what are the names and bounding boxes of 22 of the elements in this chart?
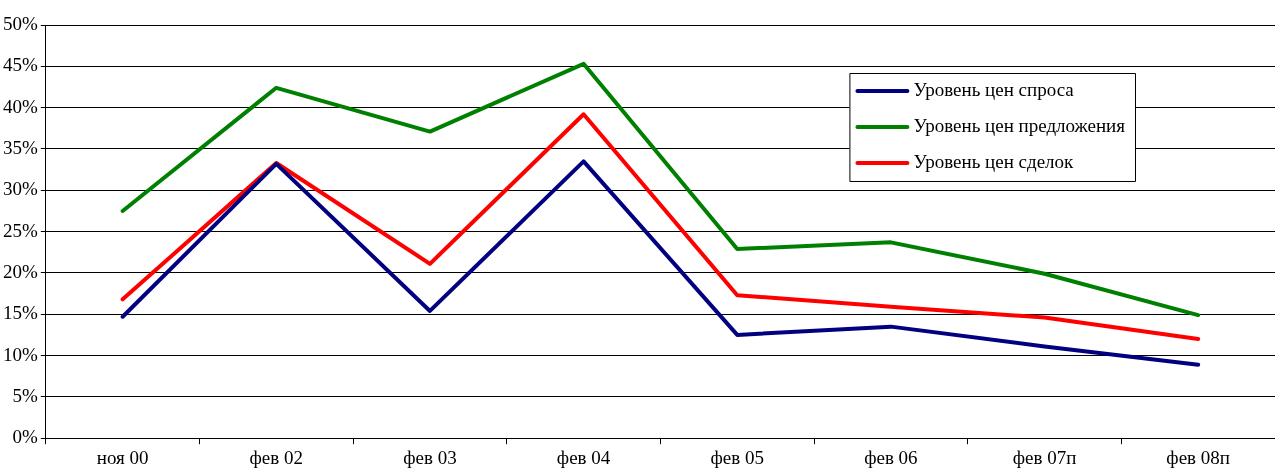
x-tick-label: фев 02 <box>249 446 304 468</box>
y-tick-label: 35% <box>3 136 38 158</box>
legend-label: Уровень цен сделок <box>913 150 1075 172</box>
y-tick-label: 30% <box>3 178 38 200</box>
y-tick-label: 10% <box>3 343 38 365</box>
y-tick-label: 45% <box>3 54 38 76</box>
x-tick-label: фев 03 <box>403 446 457 468</box>
x-tick-label: фев 05 <box>710 446 764 468</box>
legend-label: Уровень цен предложения <box>913 114 1126 136</box>
y-tick-label: 0% <box>12 426 38 448</box>
y-tick-label: 25% <box>3 219 38 241</box>
y-tick-label: 50% <box>3 12 38 34</box>
y-tick-label: 40% <box>3 95 38 117</box>
y-tick-label: 20% <box>3 260 38 282</box>
x-tick-label: фев 07п <box>1012 446 1077 468</box>
x-tick-label: фев 08п <box>1166 446 1230 468</box>
x-tick-label: фев 04 <box>556 446 611 468</box>
legend-label: Уровень цен спроса <box>913 78 1075 100</box>
x-tick-label: фев 06 <box>864 446 918 468</box>
x-tick-label: ноя 00 <box>96 446 149 468</box>
y-tick-label: 15% <box>3 302 38 324</box>
y-tick-label: 5% <box>12 384 38 406</box>
